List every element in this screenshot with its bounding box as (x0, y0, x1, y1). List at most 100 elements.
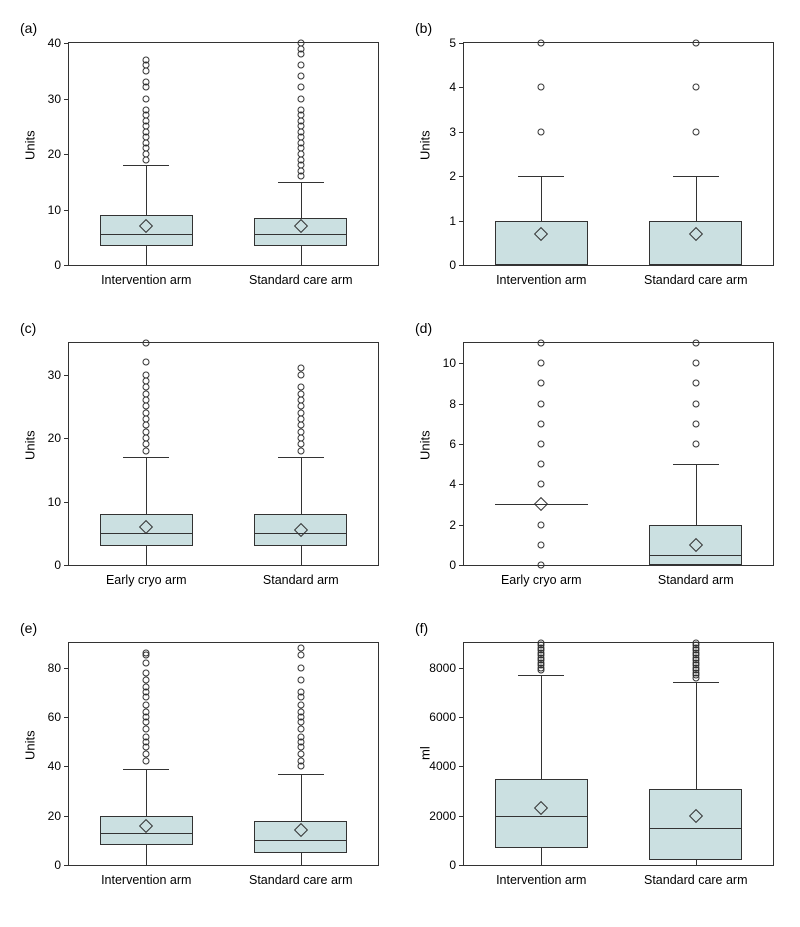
outlier-point (143, 649, 150, 656)
ytick-label: 5 (449, 36, 464, 50)
outlier-point (538, 420, 545, 427)
outlier-point (143, 359, 150, 366)
outlier-point (143, 435, 150, 442)
ytick-label: 0 (449, 258, 464, 272)
outlier-point (538, 562, 545, 569)
ytick-label: 4 (449, 477, 464, 491)
outlier-point (143, 441, 150, 448)
boxplot-box (649, 789, 742, 861)
ytick-label: 40 (48, 759, 69, 773)
outlier-point (143, 409, 150, 416)
x-category-label: Standard arm (263, 573, 339, 587)
outlier-point (297, 73, 304, 80)
ytick-label: 6 (449, 437, 464, 451)
outlier-point (143, 378, 150, 385)
outlier-point (538, 481, 545, 488)
outlier-point (143, 659, 150, 666)
ytick-label: 3 (449, 125, 464, 139)
outlier-point (297, 106, 304, 113)
outlier-point (538, 40, 545, 47)
outlier-point (143, 447, 150, 454)
outlier-point (692, 420, 699, 427)
outlier-point (297, 664, 304, 671)
panel-label: (d) (415, 320, 432, 336)
outlier-point (143, 390, 150, 397)
outlier-point (143, 397, 150, 404)
outlier-point (692, 128, 699, 135)
outlier-point (143, 403, 150, 410)
outlier-point (692, 440, 699, 447)
x-category-label: Standard care arm (644, 273, 748, 287)
y-axis-label: Units (418, 430, 433, 460)
panel-label: (c) (20, 320, 36, 336)
outlier-point (143, 371, 150, 378)
outlier-point (692, 640, 699, 647)
ytick-label: 10 (48, 495, 69, 509)
outlier-point (538, 360, 545, 367)
plot-area: 012345Intervention armStandard care arm (463, 42, 774, 266)
ytick-label: 20 (48, 147, 69, 161)
ytick-label: 30 (48, 92, 69, 106)
outlier-point (143, 669, 150, 676)
ytick-label: 20 (48, 809, 69, 823)
y-axis-label: Units (23, 430, 38, 460)
outlier-point (538, 440, 545, 447)
outlier-point (297, 371, 304, 378)
panel-a: (a)Units010203040Intervention armStandar… (20, 20, 385, 300)
outlier-point (297, 384, 304, 391)
ytick-label: 0 (54, 858, 69, 872)
ytick-label: 60 (48, 710, 69, 724)
ytick-label: 0 (449, 558, 464, 572)
outlier-point (297, 422, 304, 429)
outlier-point (143, 95, 150, 102)
x-category-label: Standard care arm (644, 873, 748, 887)
outlier-point (143, 56, 150, 63)
x-category-label: Early cryo arm (106, 573, 187, 587)
outlier-point (143, 384, 150, 391)
outlier-point (143, 733, 150, 740)
plot-area: 010203040Intervention armStandard care a… (68, 42, 379, 266)
ytick-label: 0 (54, 258, 69, 272)
x-category-label: Standard arm (658, 573, 734, 587)
panel-label: (a) (20, 20, 37, 36)
outlier-point (143, 340, 150, 347)
outlier-point (297, 409, 304, 416)
panel-c: (c) Units 0102030Early cryo armStandard ar… (20, 320, 385, 600)
ytick-label: 8 (449, 397, 464, 411)
ytick-label: 8000 (429, 661, 464, 675)
ytick-label: 40 (48, 36, 69, 50)
outlier-point (143, 422, 150, 429)
outlier-point (143, 676, 150, 683)
ytick-label: 2000 (429, 809, 464, 823)
x-category-label: Intervention arm (496, 873, 586, 887)
outlier-point (297, 701, 304, 708)
panel-e: (e)Units020406080Intervention armStandar… (20, 620, 385, 900)
outlier-point (538, 128, 545, 135)
ytick-label: 0 (449, 858, 464, 872)
y-axis-label: ml (418, 746, 433, 760)
outlier-point (538, 521, 545, 528)
outlier-point (143, 751, 150, 758)
outlier-point (143, 416, 150, 423)
outlier-point (297, 644, 304, 651)
outlier-point (692, 340, 699, 347)
outlier-point (538, 461, 545, 468)
outlier-point (297, 676, 304, 683)
ytick-label: 30 (48, 368, 69, 382)
plot-area: 0102030Early cryo armStandard arm (68, 342, 379, 566)
panel-b: (b)Units012345Intervention armStandard c… (415, 20, 780, 300)
outlier-point (143, 709, 150, 716)
ytick-label: 4 (449, 80, 464, 94)
outlier-point (297, 652, 304, 659)
x-category-label: Intervention arm (101, 273, 191, 287)
outlier-point (538, 380, 545, 387)
outlier-point (143, 758, 150, 765)
ytick-label: 2 (449, 169, 464, 183)
outlier-point (297, 689, 304, 696)
outlier-point (692, 380, 699, 387)
outlier-point (297, 758, 304, 765)
plot-area: 0246810Early cryo armStandard arm (463, 342, 774, 566)
x-category-label: Intervention arm (496, 273, 586, 287)
ytick-label: 20 (48, 431, 69, 445)
outlier-point (538, 400, 545, 407)
